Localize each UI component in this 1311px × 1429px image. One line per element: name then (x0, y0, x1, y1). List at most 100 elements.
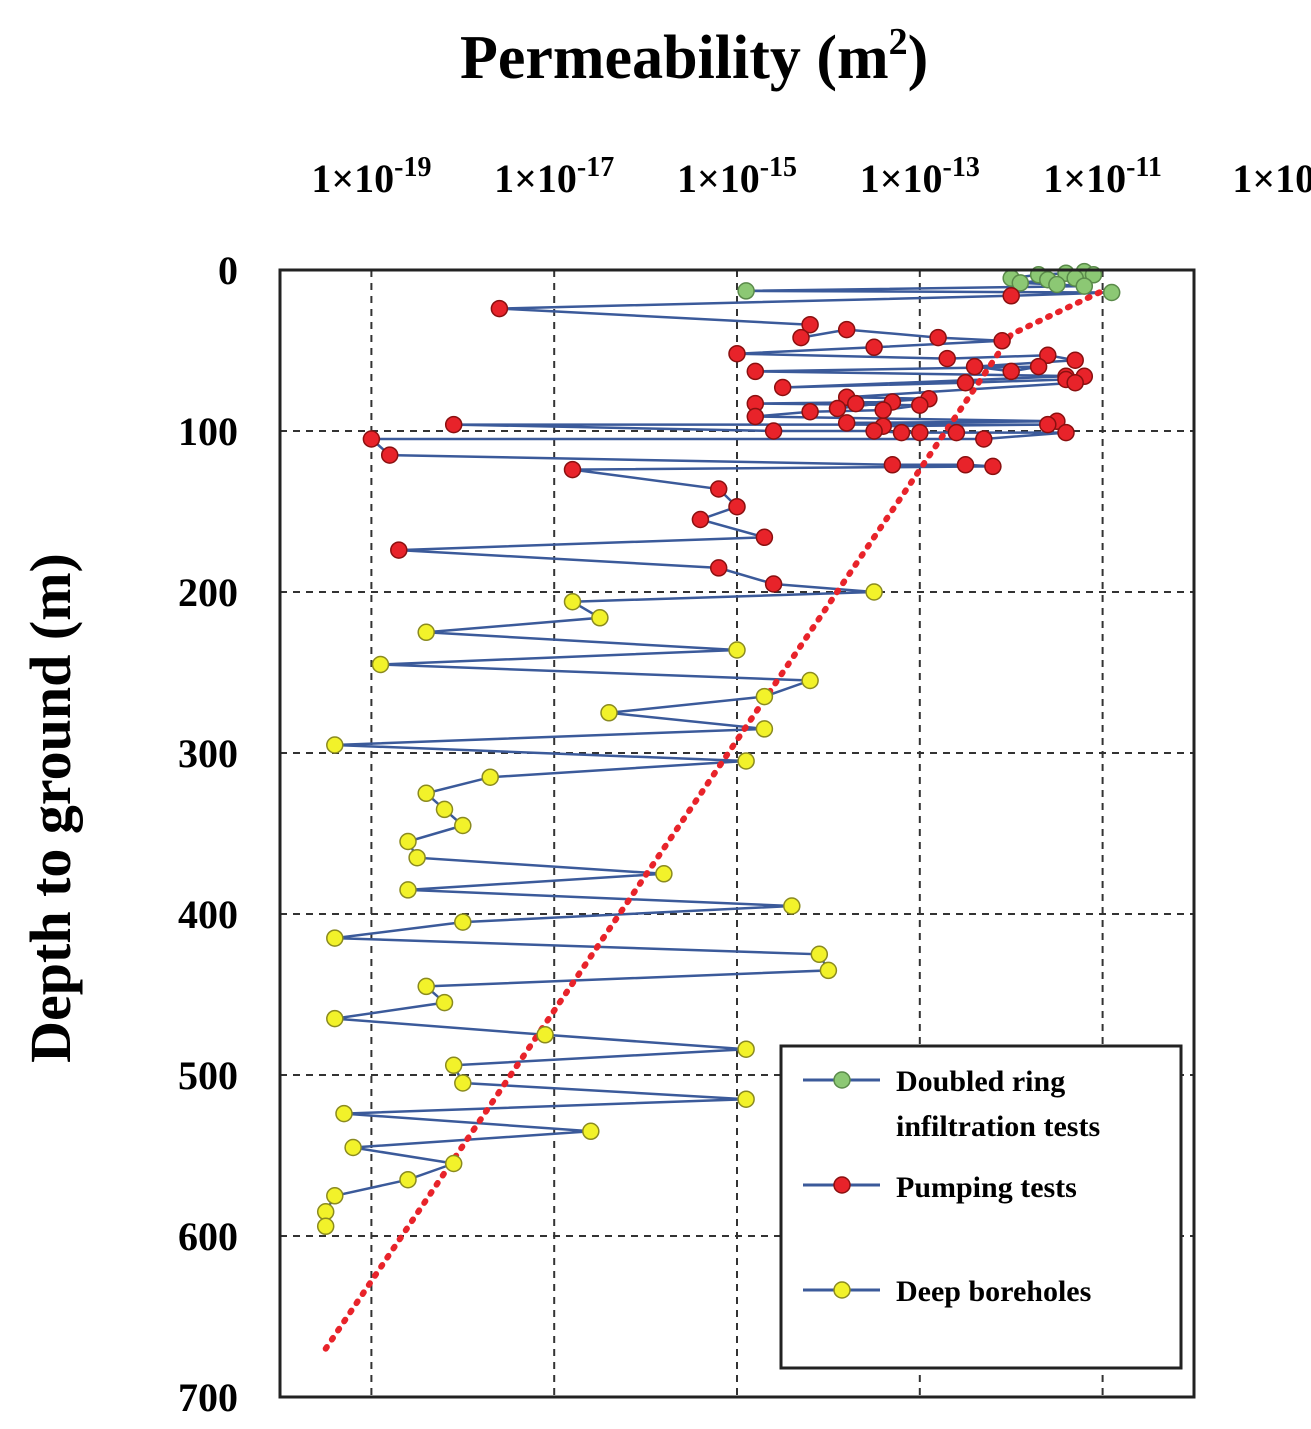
y-tick-label: 200 (178, 570, 238, 615)
data-point-series-2 (399, 1170, 417, 1189)
x-tick-label: 1×10-15 (677, 152, 797, 201)
data-point-series-1 (1066, 373, 1084, 392)
x-tick-label: 1×10-11 (1043, 152, 1162, 201)
data-point-series-1 (847, 394, 865, 413)
chart-title-sup: 2 (889, 21, 908, 63)
data-point-series-0 (1075, 277, 1094, 295)
data-point-series-2 (326, 929, 344, 947)
data-point-series-2 (755, 687, 774, 706)
data-point-series-1 (801, 315, 819, 334)
x-tick-base: 1×10 (860, 156, 943, 201)
data-point-series-0 (1048, 275, 1066, 294)
data-point-series-2 (417, 977, 435, 996)
data-point-series-2 (728, 641, 746, 659)
data-point-series-1 (947, 423, 966, 442)
data-point-series-1 (490, 299, 509, 318)
data-point-series-2 (326, 736, 344, 754)
data-point-series-1 (390, 541, 408, 559)
data-point-series-1 (883, 456, 902, 474)
data-point-series-1 (911, 423, 929, 442)
data-point-series-2 (865, 583, 883, 601)
data-point-series-1 (837, 414, 856, 432)
data-point-series-2 (755, 720, 774, 738)
data-point-series-2 (737, 752, 755, 770)
y-axis-label: Depth to ground (m) (18, 553, 83, 1063)
data-point-series-2 (371, 655, 390, 674)
data-point-series-2 (435, 800, 454, 819)
data-point-series-2 (737, 1090, 755, 1108)
x-tick-base: 1×10 (677, 156, 760, 201)
data-point-series-2 (435, 993, 454, 1012)
data-point-series-1 (1039, 346, 1057, 365)
data-point-series-2 (600, 704, 618, 722)
data-point-series-1 (911, 396, 929, 414)
legend-label-pumping: Pumping tests (896, 1171, 1077, 1204)
data-point-series-0 (737, 282, 755, 300)
data-point-series-1 (755, 528, 774, 547)
data-point-series-2 (810, 945, 829, 964)
data-point-series-1 (773, 378, 792, 397)
y-tick-label: 600 (178, 1214, 238, 1259)
y-tick-label: 400 (178, 892, 238, 937)
chart-title: Permeability (m2) (460, 21, 928, 92)
data-point-series-1 (362, 430, 381, 448)
y-axis-ticks: 0 100 200 300 400 500 600 700 (178, 248, 238, 1420)
data-point-series-1 (792, 328, 810, 347)
data-point-series-1 (444, 415, 463, 434)
data-point-series-0 (1011, 274, 1030, 292)
data-points (316, 262, 1121, 1236)
data-point-series-1 (709, 559, 728, 577)
data-point-series-1 (563, 460, 582, 479)
x-tick-exp: -13 (943, 152, 980, 183)
data-point-series-2 (454, 1074, 472, 1092)
data-point-series-2 (783, 897, 801, 915)
data-point-series-2 (444, 1154, 463, 1173)
data-point-series-2 (444, 1056, 463, 1075)
x-tick-label: 1×10-13 (860, 152, 980, 201)
data-point-series-1 (938, 349, 956, 368)
data-point-series-1 (874, 401, 892, 419)
x-tick-exp: -11 (1126, 152, 1162, 183)
data-point-series-1 (1002, 362, 1020, 381)
data-point-series-1 (993, 332, 1011, 350)
plot-frame (278, 268, 1196, 1399)
legend-marker-doubled-ring (833, 1071, 851, 1089)
data-point-series-1 (764, 575, 783, 593)
data-point-series-1 (956, 373, 975, 392)
data-point-series-1 (975, 430, 993, 448)
x-tick-exp: -19 (394, 152, 431, 183)
x-tick-label: 1×10-17 (494, 152, 614, 201)
data-point-series-2 (326, 1187, 344, 1205)
data-point-series-1 (691, 510, 710, 529)
y-tick-label: 700 (178, 1375, 238, 1420)
data-point-series-2 (399, 832, 417, 851)
data-point-series-2 (591, 609, 609, 627)
data-point-series-1 (865, 422, 883, 440)
data-point-series-1 (828, 399, 847, 418)
data-point-series-2 (655, 865, 673, 883)
legend: Doubled ring infiltration tests Pumping … (779, 1044, 1183, 1370)
chart-title-close: ) (908, 24, 929, 92)
data-point-series-1 (728, 497, 746, 516)
data-point-series-1 (1066, 351, 1084, 369)
x-tick-base: 1×10 (494, 156, 577, 201)
data-point-series-2 (481, 768, 499, 786)
legend-label-doubled-ring-1: Doubled ring (896, 1065, 1065, 1098)
data-point-series-1 (892, 423, 911, 442)
data-point-series-1 (709, 480, 728, 498)
data-point-series-2 (326, 1009, 344, 1028)
data-point-series-2 (335, 1104, 353, 1123)
x-tick-label: 1×10-9 (1232, 152, 1311, 201)
data-point-series-1 (764, 422, 783, 440)
legend-box (779, 1044, 1183, 1370)
legend-marker-pumping (833, 1176, 851, 1194)
legend-label-doubled-ring-2: infiltration tests (896, 1110, 1100, 1143)
x-tick-exp: -15 (760, 152, 797, 183)
data-point-series-2 (344, 1138, 362, 1157)
data-point-series-2 (801, 671, 819, 690)
y-tick-label: 0 (218, 248, 238, 293)
data-point-series-1 (965, 357, 984, 376)
data-point-series-1 (837, 320, 856, 339)
x-tick-label: 1×10-19 (311, 152, 431, 201)
